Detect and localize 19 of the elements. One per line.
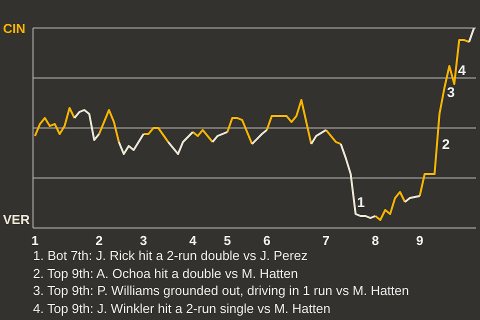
x-tick-label: 4 xyxy=(189,233,198,248)
annotation: 3 xyxy=(447,84,455,100)
annotation: 4 xyxy=(458,62,466,78)
annotation: 2 xyxy=(442,136,450,152)
x-tick-label: 8 xyxy=(372,233,379,248)
x-tick-label: 9 xyxy=(416,233,424,248)
text: 4. Top 9th: J. Winkler hit a 2-run single vs M. Hatten xyxy=(33,300,332,317)
x-tick-label: 3 xyxy=(140,233,148,248)
x-tick-label: 6 xyxy=(263,233,270,248)
x-tick-label: 7 xyxy=(322,233,330,248)
x-tick-label: 2 xyxy=(96,233,103,248)
text: VER xyxy=(3,212,30,227)
text: 2. Top 9th: A. Ochoa hit a double vs M. Hatten xyxy=(33,264,299,282)
text: 3. Top 9th: P. Williams grounded out, driving in 1 run vs M. Hatten xyxy=(33,282,409,300)
text: 1. Bot 7th: J. Rick hit a 2-run double vs J. Perez xyxy=(33,247,309,264)
x-tick-label: 5 xyxy=(224,233,231,248)
x-tick-label: 1 xyxy=(31,233,39,248)
text: CIN xyxy=(3,21,26,36)
annotation: 1 xyxy=(357,194,365,210)
